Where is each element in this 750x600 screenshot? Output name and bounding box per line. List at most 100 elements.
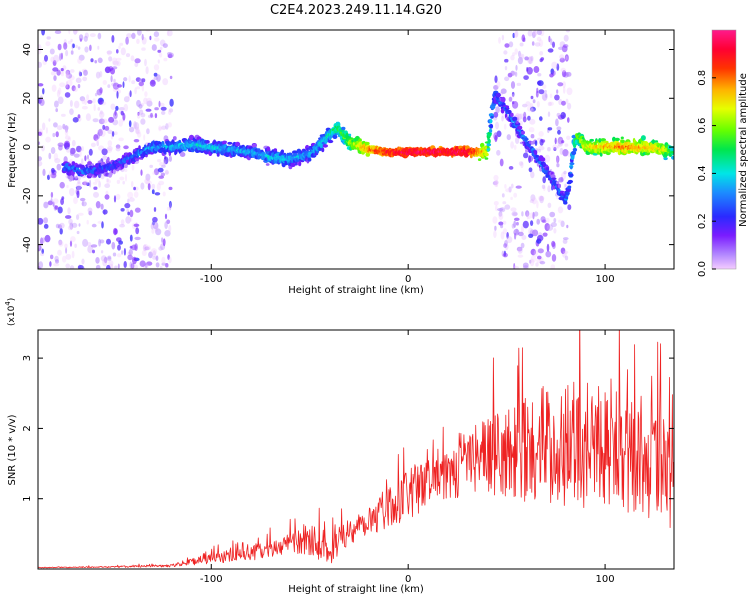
noise-blob — [75, 77, 82, 84]
colorbar-tick-label: 0.0 — [697, 261, 708, 277]
noise-blob — [76, 181, 82, 190]
noise-blob — [83, 35, 88, 42]
noise-blob — [144, 178, 151, 185]
noise-blob — [127, 198, 130, 204]
noise-blob — [556, 89, 559, 94]
noise-blob — [68, 30, 71, 35]
noise-blob — [530, 248, 536, 256]
noise-blob — [81, 200, 84, 207]
spectrum-point — [490, 115, 494, 119]
noise-blob — [38, 50, 42, 55]
noise-blob — [129, 90, 132, 98]
noise-blob — [128, 75, 131, 83]
noise-blob — [502, 220, 507, 225]
noise-blob — [76, 214, 80, 220]
noise-blob — [106, 256, 112, 262]
spectrum-point — [589, 138, 594, 142]
noise-blob — [69, 100, 73, 107]
noise-blob — [61, 255, 67, 263]
noise-blob — [150, 248, 158, 256]
noise-blob — [154, 107, 159, 111]
noise-blob — [146, 128, 150, 135]
noise-blob — [100, 250, 104, 254]
noise-blob — [136, 99, 141, 107]
spectrum-point — [550, 174, 556, 179]
noise-blob — [137, 111, 140, 116]
noise-blob — [168, 155, 172, 162]
noise-blob — [540, 57, 545, 61]
noise-blob — [515, 221, 519, 226]
colorbar-label: Normalized spectral amplitude — [738, 73, 749, 227]
noise-blob — [564, 255, 569, 261]
noise-blob — [112, 82, 120, 90]
noise-blob — [559, 57, 565, 63]
noise-blob — [65, 84, 70, 90]
noise-blob — [86, 182, 90, 186]
spectrum-point — [671, 147, 674, 151]
noise-blob — [559, 54, 565, 60]
noise-blob — [504, 184, 507, 189]
noise-blob — [86, 242, 92, 247]
y-tick-label: 0 — [22, 144, 33, 150]
noise-blob — [131, 80, 136, 85]
spectrum-point — [521, 130, 525, 135]
noise-blob — [556, 126, 562, 131]
noise-blob — [532, 99, 536, 104]
noise-blob — [51, 84, 57, 92]
noise-blob — [77, 46, 81, 50]
noise-blob — [70, 38, 73, 43]
spectrum-point — [612, 136, 616, 142]
noise-blob — [151, 44, 157, 51]
noise-blob — [539, 30, 545, 37]
noise-blob — [535, 262, 539, 267]
noise-blob — [530, 220, 534, 227]
noise-blob — [59, 228, 63, 235]
spectrum-point — [569, 162, 575, 166]
noise-blob — [52, 67, 59, 72]
noise-blob — [69, 188, 75, 196]
noise-blob — [162, 191, 166, 197]
noise-blob — [146, 100, 153, 107]
noise-blob — [122, 180, 125, 185]
noise-blob — [501, 193, 505, 198]
noise-blob — [120, 219, 125, 225]
spectrum-point — [500, 96, 506, 103]
noise-blob — [518, 50, 521, 58]
spectrum-point — [572, 147, 578, 152]
noise-blob — [499, 207, 506, 213]
noise-blob — [495, 205, 498, 212]
noise-blob — [505, 188, 512, 193]
noise-blob — [50, 191, 54, 198]
spectrum-point — [640, 135, 646, 141]
noise-blob — [497, 208, 504, 212]
noise-blob — [553, 218, 557, 223]
noise-blob — [545, 251, 552, 258]
spectrum-point — [327, 139, 334, 144]
spectrogram-marks — [38, 30, 674, 269]
noise-blob — [564, 183, 567, 187]
noise-blob — [112, 227, 118, 236]
noise-blob — [513, 263, 516, 269]
noise-blob — [532, 31, 538, 36]
noise-blob — [107, 140, 113, 147]
noise-blob — [553, 147, 557, 151]
noise-blob — [161, 256, 166, 265]
noise-blob — [38, 244, 42, 252]
noise-blob — [116, 60, 121, 67]
noise-blob — [110, 67, 115, 75]
noise-blob — [166, 206, 170, 211]
noise-blob — [110, 75, 113, 83]
noise-blob — [94, 60, 97, 64]
spectrum-point — [654, 140, 659, 143]
spectrum-point — [332, 134, 338, 139]
noise-blob — [140, 182, 145, 190]
noise-blob — [566, 87, 573, 96]
noise-blob — [127, 211, 130, 216]
noise-blob — [547, 185, 551, 193]
noise-blob — [504, 43, 510, 48]
noise-blob — [560, 111, 566, 120]
spectrum-point — [135, 158, 139, 162]
noise-blob — [80, 197, 86, 202]
noise-blob — [90, 142, 96, 148]
spectrum-point — [75, 176, 78, 179]
